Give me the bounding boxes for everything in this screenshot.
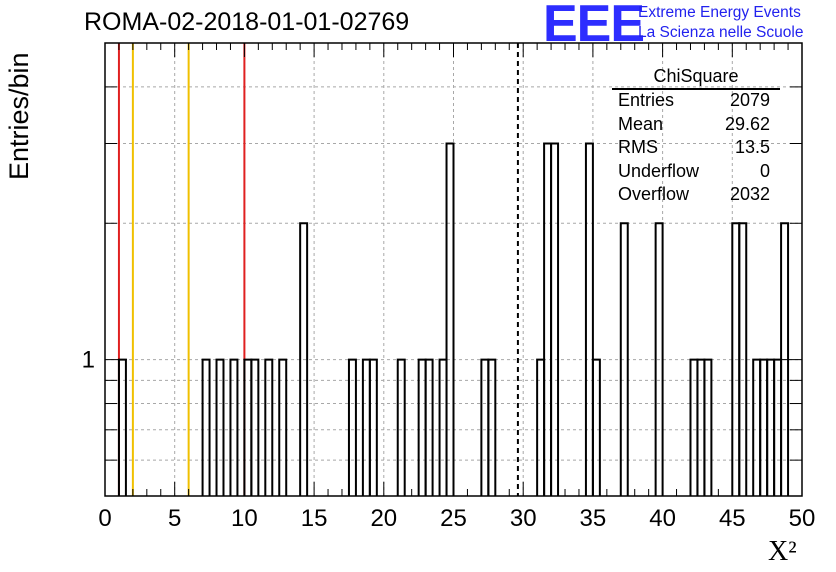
logo-line-1: Extreme Energy Events	[638, 4, 801, 21]
y-tick-label: 1	[82, 347, 95, 374]
stats-value: 29.62	[724, 113, 770, 134]
histogram-bin	[201, 358, 211, 496]
histogram-bin	[396, 358, 406, 496]
tick-labels: 0 5 10 15 20 25 30 35 40 45 50 1	[82, 347, 816, 532]
stats-row-mean: Mean 29.62	[612, 114, 780, 138]
reference-lines	[117, 43, 519, 496]
histogram-bin	[347, 358, 357, 496]
x-axis-label: X²	[768, 536, 797, 567]
stats-row-rms: RMS 13.5	[612, 137, 780, 161]
x-tick-label: 40	[649, 505, 676, 532]
histogram-bin	[550, 142, 560, 496]
stats-row-underflow: Underflow 0	[612, 161, 780, 185]
axis-ticks	[104, 43, 803, 496]
histogram-bin	[229, 358, 239, 496]
y-axis-label: Entries/bin	[4, 52, 34, 180]
histogram-bin	[487, 358, 497, 496]
x-tick-label: 20	[370, 505, 397, 532]
x-tick-label: 0	[98, 505, 111, 532]
histogram-bin	[445, 142, 455, 496]
histogram-bin	[591, 358, 601, 496]
x-tick-label: 10	[231, 505, 258, 532]
histogram-bin	[278, 358, 288, 496]
logo-line-2: La Scienza nelle Scuole	[638, 24, 804, 41]
stats-label: Overflow	[618, 184, 690, 204]
histogram-bin	[250, 358, 260, 496]
stats-row-entries: Entries 2079	[612, 90, 780, 114]
histogram-bin	[299, 222, 309, 496]
x-tick-label: 5	[168, 505, 181, 532]
histogram-bin	[424, 358, 434, 496]
histogram-bin	[215, 358, 225, 496]
histogram-bin	[619, 222, 629, 496]
x-tick-label: 35	[580, 505, 607, 532]
stats-value: 13.5	[734, 137, 770, 157]
histogram-bin	[654, 222, 664, 496]
histogram-bin	[584, 142, 594, 496]
histogram-bin	[738, 222, 748, 496]
x-tick-label: 50	[789, 505, 816, 532]
x-tick-label: 30	[510, 505, 537, 532]
x-tick-label: 15	[301, 505, 328, 532]
x-tick-label: 45	[719, 505, 746, 532]
histogram-bin	[368, 358, 378, 496]
logo-mark: EEE	[543, 0, 645, 53]
stats-label: Entries	[618, 90, 675, 110]
stats-label: RMS	[618, 137, 658, 157]
stats-value: 2032	[729, 184, 770, 204]
histogram-bin	[264, 358, 274, 496]
histogram	[117, 142, 790, 496]
histogram-bin	[703, 358, 713, 496]
chart-title: ROMA-02-2018-01-01-02769	[84, 8, 410, 36]
stats-row-overflow: Overflow 2032	[612, 184, 780, 208]
stats-label: Mean	[618, 113, 664, 134]
histogram-bin	[543, 142, 553, 496]
stats-value: 0	[759, 160, 770, 181]
stats-value: 2079	[729, 90, 770, 110]
x-tick-label: 25	[440, 505, 467, 532]
stats-title: ChiSquare	[612, 66, 780, 90]
eee-logo: EEE Extreme Energy Events La Scienza nel…	[543, 0, 833, 53]
stats-box: ChiSquare Entries 2079 Mean 29.62 RMS 13…	[612, 66, 780, 208]
stats-label: Underflow	[618, 160, 700, 181]
